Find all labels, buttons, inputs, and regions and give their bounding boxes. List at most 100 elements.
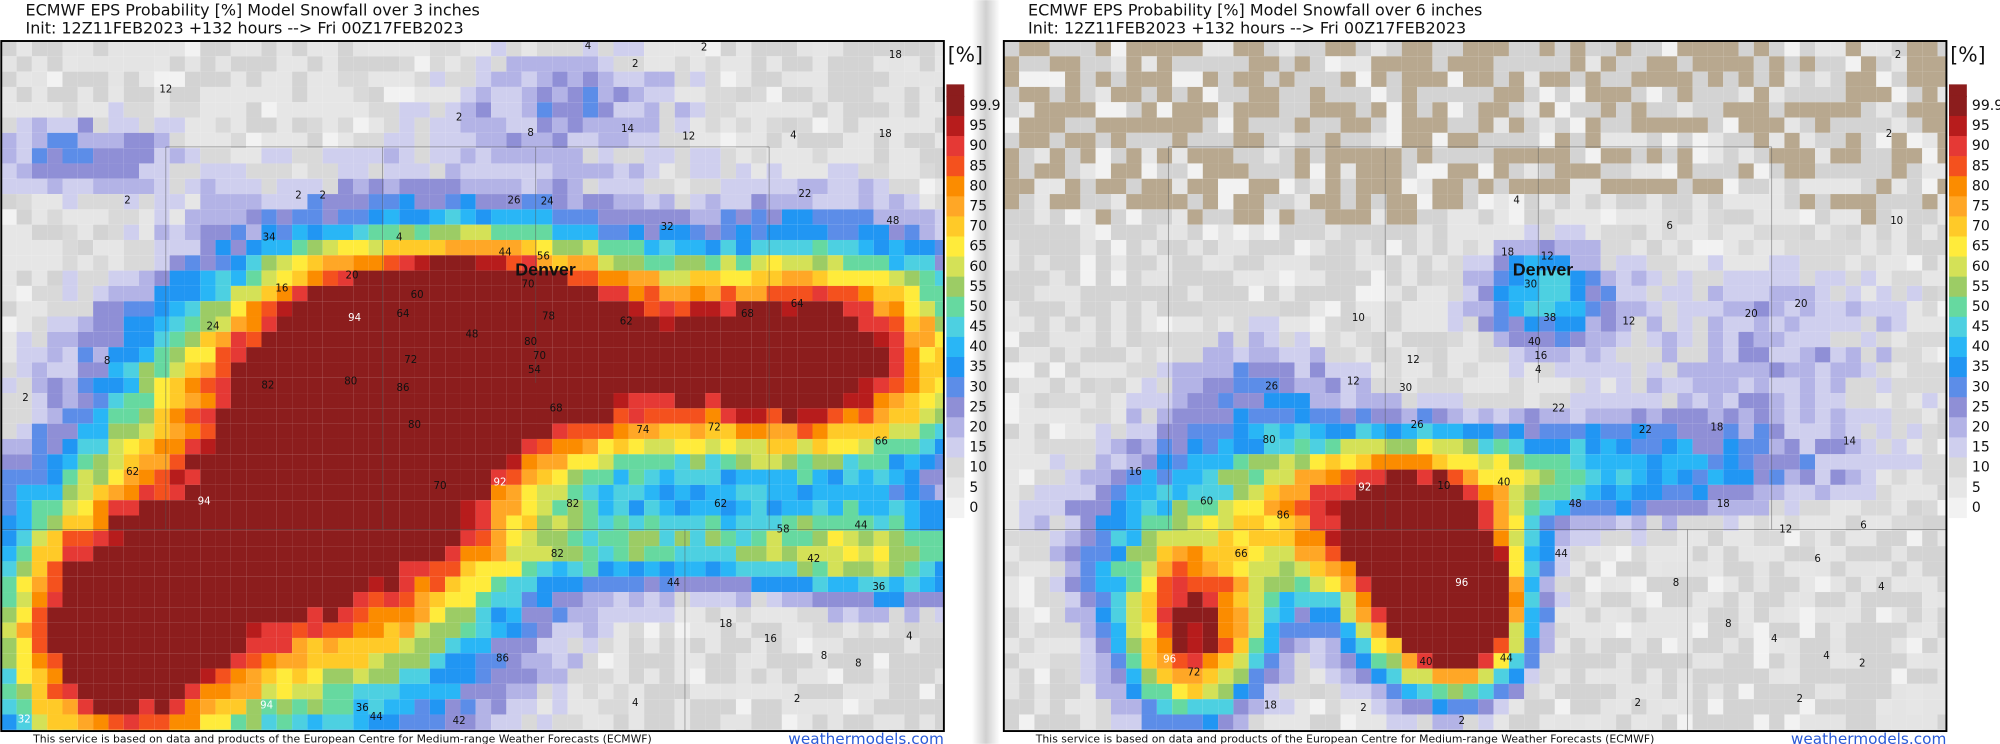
map-cell xyxy=(1539,347,1555,363)
colorbar-label: 75 xyxy=(969,199,987,215)
map-cell xyxy=(16,546,32,562)
map-cell xyxy=(383,56,400,72)
map-cell xyxy=(1003,423,1020,439)
map-cell xyxy=(705,41,721,57)
map-cell xyxy=(1003,515,1020,531)
map-cell xyxy=(1172,56,1188,72)
map-cell xyxy=(1463,255,1479,271)
map-cell xyxy=(200,255,216,271)
map-cell xyxy=(1,377,17,394)
map-cell xyxy=(536,546,553,562)
map-cell xyxy=(598,408,614,424)
map-cell xyxy=(919,592,935,608)
map-cell xyxy=(292,86,308,103)
map-cell xyxy=(1447,255,1464,271)
map-cell xyxy=(552,71,568,87)
map-cell xyxy=(1049,239,1066,256)
map-cell xyxy=(1049,285,1066,302)
map-cell xyxy=(1447,285,1464,302)
map-cell xyxy=(460,653,476,669)
map-cell xyxy=(1110,194,1127,210)
map-cell xyxy=(1126,270,1142,286)
map-cell xyxy=(1677,438,1693,455)
map-cell xyxy=(1554,194,1571,210)
map-cell xyxy=(628,622,645,638)
map-cell xyxy=(1386,454,1402,470)
map-cell xyxy=(184,454,201,470)
map-cell xyxy=(475,270,492,286)
map-cell xyxy=(1600,163,1617,179)
map-cell xyxy=(108,102,124,118)
map-cell xyxy=(552,546,568,562)
map-cell xyxy=(1508,56,1525,72)
map-cell xyxy=(1508,408,1525,424)
map-cell xyxy=(934,561,944,577)
map-cell xyxy=(552,714,568,730)
map-cell xyxy=(690,71,706,87)
map-cell xyxy=(93,408,109,424)
map-cell xyxy=(1294,255,1310,271)
map-cell xyxy=(93,546,109,562)
map-cell xyxy=(567,576,583,593)
map-cell xyxy=(1294,331,1310,348)
map-cell xyxy=(292,239,308,256)
map-cell xyxy=(1937,438,1947,455)
map-cell xyxy=(445,71,461,87)
map-cell xyxy=(246,408,262,424)
map-cell xyxy=(705,653,721,669)
map-cell xyxy=(1738,178,1754,195)
map-cell xyxy=(889,699,905,715)
map-cell xyxy=(1769,393,1785,409)
map-cell xyxy=(383,530,400,547)
map-cell xyxy=(1,668,17,684)
map-cell xyxy=(292,637,308,654)
map-cell xyxy=(261,41,277,57)
map-cell xyxy=(1110,484,1127,501)
map-cell xyxy=(1692,500,1708,516)
map-cell xyxy=(230,622,247,638)
value-label: 68 xyxy=(550,403,563,414)
map-cell xyxy=(536,194,553,210)
map-cell xyxy=(1065,438,1081,455)
map-cell xyxy=(246,699,262,715)
map-cell xyxy=(1723,148,1739,164)
map-cell xyxy=(1906,41,1923,57)
map-cell xyxy=(919,469,935,485)
map-cell xyxy=(31,438,48,455)
map-cell xyxy=(582,377,599,394)
map-cell xyxy=(16,484,32,501)
map-cell xyxy=(1202,438,1219,455)
map-cell xyxy=(1187,423,1203,439)
map-cell xyxy=(797,224,813,240)
map-cell xyxy=(338,484,354,501)
map-cell xyxy=(460,592,476,608)
map-cell xyxy=(766,576,782,593)
map-cell xyxy=(1539,423,1555,439)
map-cell xyxy=(108,515,124,531)
map-cell xyxy=(690,714,706,730)
map-cell xyxy=(1401,194,1418,210)
map-cell xyxy=(1095,117,1111,133)
map-cell xyxy=(1646,102,1662,118)
map-cell xyxy=(766,41,782,57)
map-cell xyxy=(705,56,721,72)
map-cell xyxy=(276,484,293,501)
map-cell xyxy=(1661,393,1678,409)
map-cell xyxy=(1,239,17,256)
map-cell xyxy=(77,561,94,577)
map-cell xyxy=(338,408,354,424)
map-cell xyxy=(506,484,522,501)
map-cell xyxy=(31,607,48,623)
map-cell xyxy=(1049,209,1066,225)
map-cell xyxy=(1279,270,1295,286)
map-cell xyxy=(674,500,691,516)
map-cell xyxy=(338,224,354,240)
map-cell xyxy=(1723,270,1739,286)
map-cell xyxy=(62,239,78,256)
map-cell xyxy=(123,301,140,317)
map-cell xyxy=(582,117,599,133)
map-cell xyxy=(1738,500,1754,516)
map-cell xyxy=(1126,423,1142,439)
map-cell xyxy=(215,301,231,317)
map-cell xyxy=(1126,530,1142,547)
